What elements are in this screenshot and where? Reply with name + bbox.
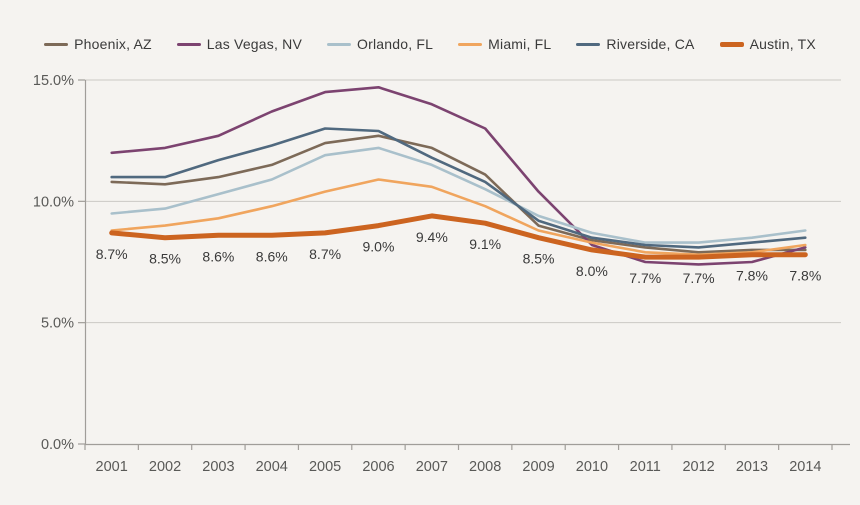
data-label: 7.8% (789, 268, 821, 284)
y-tick-label: 0.0% (41, 437, 74, 453)
legend-label: Phoenix, AZ (74, 36, 152, 52)
x-tick-label: 2003 (202, 459, 234, 475)
legend-label: Riverside, CA (606, 36, 695, 52)
x-tick-label: 2007 (416, 459, 448, 475)
data-label: 9.0% (363, 239, 395, 255)
x-tick-label: 2004 (256, 459, 288, 475)
series-line-miami-fl (110, 178, 807, 256)
legend-item-riverside-ca: Riverside, CA (576, 36, 694, 52)
data-label: 9.1% (469, 236, 501, 252)
series-line-las-vegas-nv (110, 86, 807, 266)
legend-label: Austin, TX (749, 36, 816, 52)
x-tick-label: 2014 (789, 459, 821, 475)
legend-label: Las Vegas, NV (206, 36, 303, 52)
legend-item-austin-tx: Austin, TX (719, 36, 816, 52)
series-line-austin-tx (109, 213, 808, 260)
legend-item-las-vegas-nv: Las Vegas, NV (176, 36, 303, 52)
x-tick-label: 2011 (630, 459, 661, 475)
legend-line-swatch (719, 41, 744, 47)
data-label: 8.5% (149, 251, 181, 267)
legend-item-phoenix-az: Phoenix, AZ (44, 36, 152, 52)
legend-line-swatch (44, 42, 69, 46)
data-label: 7.7% (683, 270, 715, 286)
legend-line-swatch (176, 42, 201, 46)
x-tick-label: 2001 (96, 459, 128, 475)
x-tick-label: 2006 (362, 459, 394, 475)
legend-label: Miami, FL (488, 36, 552, 52)
y-tick-label: 5.0% (41, 316, 74, 332)
chart-legend: Phoenix, AZ Las Vegas, NV Orlando, FL Miami… (0, 36, 860, 52)
y-tick-label: 10.0% (33, 194, 74, 210)
legend-item-miami-fl: Miami, FL (458, 36, 551, 52)
data-label: 8.6% (256, 248, 288, 264)
data-label: 9.4% (416, 229, 448, 245)
series-line-orlando-fl (110, 146, 807, 244)
x-tick-label: 2009 (522, 459, 554, 475)
legend-label: Orlando, FL (357, 36, 434, 52)
series-line-riverside-ca (110, 127, 807, 249)
x-tick-label: 2012 (682, 459, 714, 475)
data-label: 8.7% (96, 246, 128, 262)
data-label: 7.7% (629, 270, 661, 286)
series-line-phoenix-az (110, 134, 807, 254)
data-label: 8.7% (309, 246, 341, 262)
legend-item-orlando-fl: Orlando, FL (327, 36, 433, 52)
x-tick-label: 2002 (149, 459, 181, 475)
x-tick-label: 2005 (309, 459, 341, 475)
data-label: 8.6% (202, 248, 234, 264)
data-label: 7.8% (736, 268, 768, 284)
x-tick-label: 2008 (469, 459, 501, 475)
x-tick-label: 2010 (576, 459, 608, 475)
y-tick-label: 15.0% (33, 73, 74, 89)
data-label: 8.5% (523, 251, 555, 267)
x-tick-label: 2013 (736, 459, 768, 475)
legend-line-swatch (458, 42, 483, 46)
legend-line-swatch (576, 42, 601, 46)
legend-line-swatch (327, 42, 352, 46)
data-label: 8.0% (576, 263, 608, 279)
